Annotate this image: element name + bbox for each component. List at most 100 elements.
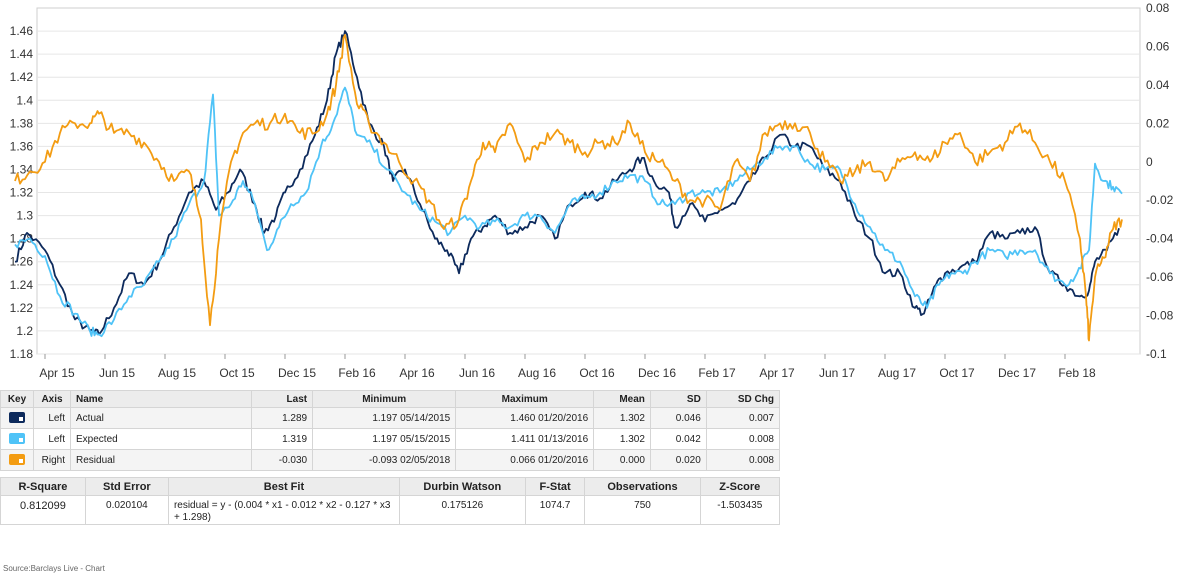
left-tick-label: 1.42 — [10, 70, 34, 84]
series-line-expected — [14, 86, 1123, 338]
series-mean: 1.302 — [593, 428, 651, 450]
series-last: -0.030 — [250, 449, 314, 471]
stats-row-residual: Right Residual -0.030 -0.093 02/05/2018 … — [0, 449, 781, 471]
x-tick-label: Oct 15 — [219, 366, 255, 380]
left-tick-label: 1.44 — [10, 47, 34, 61]
series-minimum: 1.197 05/14/2015 — [312, 407, 457, 429]
left-tick-label: 1.34 — [10, 162, 34, 176]
right-y-axis: -0.1 -0.08 -0.06 -0.04 -0.02 0 0.02 0.04 0.06 0.0… — [1146, 1, 1174, 361]
series-last: 1.319 — [250, 428, 314, 450]
series-last: 1.289 — [250, 407, 314, 429]
x-tick-label: Dec 16 — [638, 366, 676, 380]
series-axis: Left — [33, 428, 71, 450]
swatch-actual — [9, 412, 25, 424]
series-sd: 0.046 — [649, 407, 707, 429]
series-name: Expected — [70, 428, 252, 450]
fit-values-row: 0.812099 0.020104 residual = y - (0.004 … — [0, 495, 781, 525]
x-tick-label: Aug 16 — [518, 366, 556, 380]
x-tick-label: Jun 15 — [99, 366, 135, 380]
x-tick-label: Oct 17 — [939, 366, 975, 380]
left-tick-label: 1.36 — [10, 139, 34, 153]
swatch-residual — [9, 454, 25, 466]
series-sd: 0.020 — [649, 449, 707, 471]
series-sd: 0.042 — [649, 428, 707, 450]
right-tick-label: 0.04 — [1146, 78, 1170, 92]
right-tick-label: 0.02 — [1146, 116, 1170, 130]
r-square-value: 0.812099 — [0, 495, 86, 525]
header-observations: Observations — [584, 477, 701, 496]
series-axis: Right — [33, 449, 71, 471]
header-last: Last — [250, 390, 314, 408]
header-f-stat: F-Stat — [524, 477, 586, 496]
series-sd-chg: 0.007 — [705, 407, 781, 429]
swatch-expected — [9, 433, 25, 445]
series-mean: 0.000 — [593, 449, 651, 471]
series-maximum: 0.066 01/20/2016 — [455, 449, 595, 471]
right-tick-label: 0.08 — [1146, 1, 1170, 15]
x-tick-label: Jun 17 — [819, 366, 855, 380]
x-tick-label: Feb 16 — [338, 366, 376, 380]
series-sd-chg: 0.008 — [705, 428, 781, 450]
left-tick-label: 1.32 — [10, 186, 34, 200]
header-sd-chg: SD Chg — [705, 390, 781, 408]
header-maximum: Maximum — [455, 390, 595, 408]
x-tick-label: Feb 18 — [1058, 366, 1096, 380]
series-key[interactable] — [0, 428, 34, 450]
x-tick-label: Feb 17 — [698, 366, 736, 380]
series-key[interactable] — [0, 449, 34, 471]
right-tick-label: 0 — [1146, 155, 1153, 169]
fit-header-row: R-Square Std Error Best Fit Durbin Watso… — [0, 477, 781, 496]
stats-row-actual: Left Actual 1.289 1.197 05/14/2015 1.460… — [0, 407, 781, 429]
header-axis: Axis — [33, 390, 71, 408]
series-stats-table: Key Axis Name Last Minimum Maximum Mean … — [0, 390, 781, 471]
durbin-watson-value: 0.175126 — [398, 495, 526, 525]
right-tick-label: -0.06 — [1146, 270, 1174, 284]
header-std-error: Std Error — [84, 477, 169, 496]
series-lines — [14, 30, 1123, 342]
header-key: Key — [0, 390, 34, 408]
left-tick-label: 1.38 — [10, 116, 34, 130]
left-tick-label: 1.26 — [10, 255, 34, 269]
stats-header-row: Key Axis Name Last Minimum Maximum Mean … — [0, 390, 781, 408]
left-tick-label: 1.3 — [16, 209, 33, 223]
series-line-residual — [14, 34, 1123, 342]
f-stat-value: 1074.7 — [524, 495, 586, 525]
x-tick-label: Apr 15 — [39, 366, 75, 380]
chart-grid — [36, 7, 1141, 355]
right-tick-label: 0.06 — [1146, 39, 1170, 53]
series-key[interactable] — [0, 407, 34, 429]
series-name: Residual — [70, 449, 252, 471]
series-minimum: -0.093 02/05/2018 — [312, 449, 457, 471]
x-tick-label: Apr 17 — [759, 366, 795, 380]
left-tick-label: 1.2 — [16, 324, 33, 338]
right-tick-label: -0.04 — [1146, 232, 1174, 246]
left-tick-label: 1.28 — [10, 232, 34, 246]
x-tick-label: Aug 17 — [878, 366, 916, 380]
header-z-score: Z-Score — [699, 477, 781, 496]
left-tick-label: 1.18 — [10, 347, 34, 361]
series-name: Actual — [70, 407, 252, 429]
x-tick-label: Aug 15 — [158, 366, 196, 380]
right-tick-label: -0.02 — [1146, 193, 1174, 207]
x-tick-label: Oct 16 — [579, 366, 615, 380]
series-maximum: 1.411 01/13/2016 — [455, 428, 595, 450]
x-tick-label: Jun 16 — [459, 366, 495, 380]
z-score-value: -1.503435 — [699, 495, 781, 525]
header-mean: Mean — [593, 390, 651, 408]
left-tick-label: 1.24 — [10, 278, 34, 292]
line-chart: 1.18 1.2 1.22 1.24 1.26 1.28 1.3 1.32 1.34 1.36 1.… — [10, 1, 1174, 380]
header-sd: SD — [649, 390, 707, 408]
x-tick-label: Dec 15 — [278, 366, 316, 380]
x-axis: Apr 15 Jun 15 Aug 15 Oct 15 Dec 15 Feb 16 Apr … — [39, 354, 1096, 380]
header-best-fit: Best Fit — [167, 477, 400, 496]
header-name: Name — [70, 390, 252, 408]
right-tick-label: -0.08 — [1146, 309, 1174, 323]
regression-fit-table: R-Square Std Error Best Fit Durbin Watso… — [0, 477, 781, 525]
header-minimum: Minimum — [312, 390, 457, 408]
series-minimum: 1.197 05/15/2015 — [312, 428, 457, 450]
series-axis: Left — [33, 407, 71, 429]
left-tick-label: 1.46 — [10, 24, 34, 38]
x-tick-label: Dec 17 — [998, 366, 1036, 380]
series-line-actual — [14, 30, 1120, 336]
header-durbin-watson: Durbin Watson — [398, 477, 526, 496]
